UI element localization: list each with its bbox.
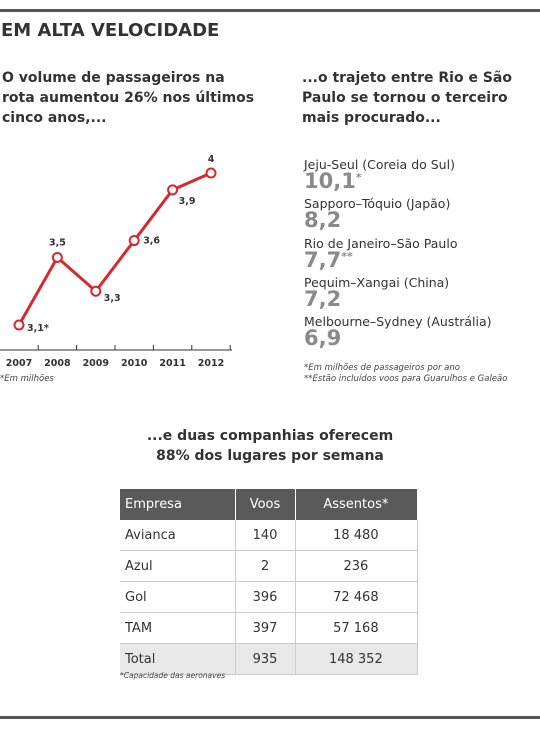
x-tick-label: 2012 — [198, 358, 224, 369]
route-value: 6,9 — [304, 326, 341, 350]
route: Jeju-Seul (Coreia do Sul) — [304, 157, 455, 172]
cell: Avianca — [120, 520, 237, 551]
header-cell: Assentos* — [295, 489, 419, 520]
x-tick-label: 2009 — [83, 358, 109, 369]
data-label: 3,9 — [179, 196, 196, 207]
header-cell: Voos — [235, 489, 296, 520]
route: Melbourne–Sydney (Austrália) — [304, 314, 492, 330]
x-tick-label: 2008 — [44, 358, 71, 369]
row: TAM 397 57 168 — [120, 612, 419, 644]
route: Pequim–Xangai (China) — [304, 274, 450, 290]
data-label: 3,5 — [49, 237, 66, 248]
heading-line: O volume de passageiros na — [2, 70, 225, 86]
route: Sapporo–Tóquio (Japão) — [304, 196, 451, 212]
seats-table: Empresa Voos Assentos* Avianca 140 18 480 Azul… — [120, 489, 419, 675]
footnote-mark: ** — [341, 249, 353, 263]
x-tick-label: 2007 — [6, 358, 32, 369]
cell: Gol — [120, 581, 237, 613]
top-rule — [0, 9, 540, 12]
row: Avianca 140 18 480 — [120, 520, 419, 551]
cell: Total — [120, 643, 237, 675]
header-cell: Empresa — [120, 489, 237, 520]
left-heading: O volume de passageiros na rota aumentou … — [2, 68, 254, 128]
cell: 935 — [235, 643, 296, 675]
heading-line: rota aumentou 26% nos últimos — [2, 90, 255, 106]
data-label: 3,1* — [27, 323, 49, 334]
point — [90, 285, 102, 297]
route-value: 7,7** — [304, 248, 353, 272]
value: 6,9 — [304, 326, 342, 351]
heading-line: ...o trajeto entre Rio e São — [302, 70, 512, 86]
cell: 148 352 — [295, 643, 419, 675]
line — [17, 171, 212, 326]
x-tick-label: 2011 — [159, 358, 185, 369]
cell: TAM — [120, 612, 237, 644]
route-value: 10,1* — [304, 169, 362, 193]
ranking-note: **Estão incluídos voos para Guarulhos e … — [304, 374, 508, 384]
value: 7,2 — [304, 286, 342, 311]
point — [51, 251, 63, 263]
route-value: 7,2 — [304, 287, 341, 311]
value: 7,7 — [304, 247, 342, 272]
value: 8,2 — [304, 208, 342, 233]
cell: 396 — [235, 581, 296, 613]
bottom-rule — [0, 716, 540, 719]
right-heading: ...o trajeto entre Rio e São Paulo se tor… — [302, 68, 512, 128]
footnote-mark: * — [355, 171, 362, 184]
heading-line: Paulo se tornou o terceiro — [302, 90, 508, 106]
chart-note: *Em milhões — [0, 374, 54, 384]
point — [128, 235, 140, 247]
route-value: 8,2 — [304, 208, 341, 232]
data-label: 3,3 — [104, 293, 121, 304]
point — [13, 319, 25, 331]
cell: 18 480 — [295, 520, 419, 551]
cell: 2 — [235, 550, 296, 582]
cell: 72 468 — [295, 581, 419, 613]
heading-line: ...e duas companhias oferecem — [146, 428, 394, 444]
value: 10,1 — [304, 169, 356, 193]
point — [205, 167, 217, 179]
data-label: 4 — [208, 154, 215, 165]
cell: 236 — [295, 550, 419, 582]
heading-line: 88% dos lugares por semana — [156, 448, 384, 464]
title: EM ALTA VELOCIDADE — [1, 20, 220, 41]
cell: 57 168 — [295, 612, 419, 644]
row: Total 935 148 352 — [120, 643, 419, 675]
ranking-note: *Em milhões de passageiros por ano — [304, 363, 460, 373]
cell: 397 — [235, 612, 296, 644]
table-heading: ...e duas companhias oferecem 88% dos lug… — [0, 426, 540, 466]
heading-line: cinco anos,... — [2, 110, 107, 126]
x-tick-label: 2010 — [121, 358, 148, 369]
table-note: *Capacidade das aeronaves — [120, 671, 226, 680]
point — [167, 184, 179, 196]
line-chart: 2007 2008 2009 2010 2011 2012 3,1* 3,5 3,3 3,6 3,9… — [0, 154, 232, 369]
row: Gol 396 72 468 — [120, 581, 419, 613]
heading-line: mais procurado... — [302, 110, 441, 126]
route: Rio de Janeiro–São Paulo — [304, 235, 458, 251]
data-label: 3,6 — [143, 236, 160, 247]
row: Azul 2 236 — [120, 550, 419, 582]
cell: 140 — [235, 520, 296, 551]
cell: Azul — [120, 550, 237, 582]
